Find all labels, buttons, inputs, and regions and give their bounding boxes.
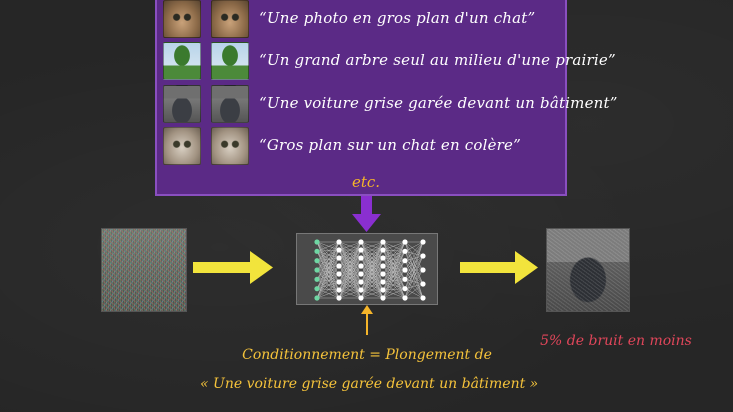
network-node	[314, 286, 319, 291]
network-node	[380, 295, 385, 300]
input-to-network-arrow	[193, 251, 273, 284]
network-node	[402, 267, 407, 272]
network-node	[402, 239, 407, 244]
network-node	[314, 258, 319, 263]
network-node	[336, 255, 341, 260]
network-node	[336, 239, 341, 244]
panel-to-network-arrow	[352, 196, 381, 232]
network-connection	[405, 256, 423, 298]
network-node	[380, 271, 385, 276]
network-node	[420, 267, 425, 272]
network-connection	[383, 279, 405, 290]
network-node	[336, 287, 341, 292]
neural-network	[296, 233, 438, 305]
network-node	[314, 249, 319, 254]
network-node	[420, 281, 425, 286]
noisy-input-image	[101, 228, 187, 312]
network-node	[402, 295, 407, 300]
network-node	[314, 295, 319, 300]
network-connection	[317, 250, 339, 261]
network-node	[358, 239, 363, 244]
network-node	[336, 279, 341, 284]
network-node	[336, 247, 341, 252]
network-node	[358, 287, 363, 292]
conditioning-prompt: « Une voiture grise garée devant un bâti…	[200, 376, 530, 392]
network-connection	[317, 279, 339, 290]
network-node	[420, 295, 425, 300]
network-node	[380, 255, 385, 260]
result-caption: 5% de bruit en moins	[528, 333, 704, 349]
network-node	[314, 239, 319, 244]
network-node	[380, 279, 385, 284]
network-node	[380, 287, 385, 292]
network-connection	[383, 250, 405, 261]
conditioning-arrow	[361, 305, 373, 335]
network-node	[358, 295, 363, 300]
network-node	[358, 279, 363, 284]
network-node	[420, 239, 425, 244]
network-to-output-arrow	[460, 251, 538, 284]
conditioning-label: Conditionnement = Plongement de	[232, 347, 502, 363]
network-node	[380, 247, 385, 252]
network-node	[336, 271, 341, 276]
neural-network-icon	[297, 234, 439, 306]
network-node	[380, 239, 385, 244]
network-node	[336, 263, 341, 268]
network-node	[358, 271, 363, 276]
network-node	[314, 267, 319, 272]
network-node	[380, 263, 385, 268]
network-node	[402, 249, 407, 254]
network-node	[336, 295, 341, 300]
network-node	[402, 258, 407, 263]
network-node	[358, 255, 363, 260]
network-node	[402, 277, 407, 282]
network-node	[402, 286, 407, 291]
network-node	[420, 253, 425, 258]
network-node	[358, 247, 363, 252]
denoised-car-image	[546, 228, 630, 312]
network-node	[314, 277, 319, 282]
network-node	[358, 263, 363, 268]
